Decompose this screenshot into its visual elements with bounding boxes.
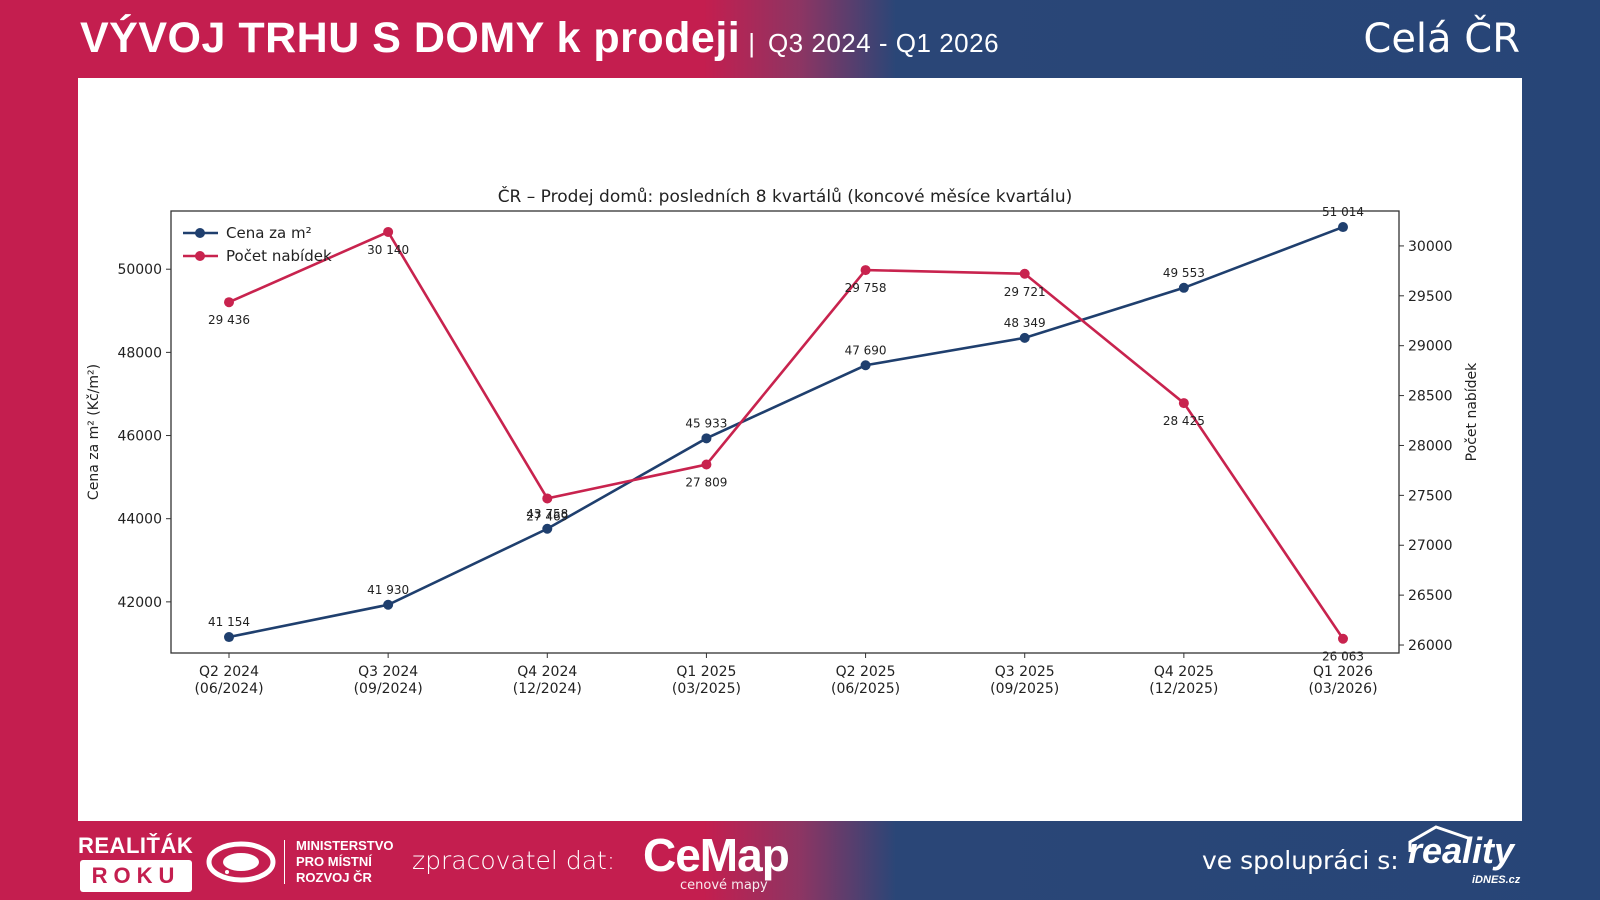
legend-count-marker bbox=[195, 251, 205, 261]
x-tick-label: Q4 2024 bbox=[517, 664, 577, 680]
count-series-point bbox=[542, 493, 553, 504]
y-right-tick-label: 28500 bbox=[1408, 389, 1453, 405]
title-text: VÝVOJ TRHU S DOMY k prodeji bbox=[80, 14, 741, 62]
count-data-label: 28 425 bbox=[1163, 414, 1205, 428]
ministry-line1: MINISTERSTVO bbox=[296, 838, 394, 853]
price-series-point bbox=[1178, 282, 1189, 293]
count-data-label: 29 436 bbox=[208, 313, 250, 327]
award-logo-line2: ROKU bbox=[80, 860, 192, 892]
y-right-tick-label: 26500 bbox=[1408, 588, 1453, 604]
y-left-tick-label: 50000 bbox=[117, 262, 162, 278]
title-separator: | bbox=[748, 28, 756, 58]
price-data-label: 41 154 bbox=[208, 615, 250, 629]
y-right-tick-label: 27000 bbox=[1408, 538, 1453, 554]
reality-logo: reality bbox=[1408, 830, 1515, 871]
x-tick-sublabel: (09/2024) bbox=[354, 681, 423, 697]
x-tick-sublabel: (06/2025) bbox=[831, 681, 900, 697]
count-series-point bbox=[383, 226, 394, 237]
count-series-point bbox=[224, 297, 234, 308]
x-tick-label: Q2 2024 bbox=[199, 664, 259, 680]
y-right-tick-label: 29500 bbox=[1408, 289, 1453, 305]
award-logo-line1: REALIŤÁK bbox=[78, 833, 194, 858]
ministry-name: MINISTERSTVO PRO MÍSTNÍ ROZVOJ ČR bbox=[296, 838, 394, 886]
x-tick-label: Q1 2025 bbox=[676, 664, 736, 680]
y-left-tick-label: 46000 bbox=[117, 429, 162, 445]
y-right-tick-label: 29000 bbox=[1408, 339, 1453, 355]
partner-label: ve spolupráci s: bbox=[1202, 846, 1399, 875]
price-series-point bbox=[224, 632, 234, 643]
count-data-label: 29 758 bbox=[845, 281, 887, 295]
x-tick-label: Q1 2026 bbox=[1313, 664, 1373, 680]
chart-title: ČR – Prodej domů: posledních 8 kvartálů … bbox=[498, 185, 1073, 207]
count-series-point bbox=[860, 265, 871, 276]
x-tick-sublabel: (09/2025) bbox=[990, 681, 1059, 697]
title-period: Q3 2024 - Q1 2026 bbox=[767, 28, 1000, 58]
x-tick-sublabel: (12/2025) bbox=[1149, 681, 1218, 697]
footer: REALIŤÁK ROKU MINISTERSTVO PRO MÍSTNÍ RO… bbox=[0, 822, 1600, 900]
count-series-point bbox=[1178, 398, 1189, 409]
x-tick-sublabel: (03/2025) bbox=[672, 681, 741, 697]
legend-price-marker bbox=[195, 228, 205, 238]
price-series-point bbox=[383, 599, 394, 610]
y-left-axis-label: Cena za m² (Kč/m²) bbox=[86, 364, 102, 500]
price-series-line bbox=[228, 225, 1344, 639]
price-data-label: 41 930 bbox=[367, 583, 409, 597]
count-data-label: 26 063 bbox=[1322, 650, 1364, 664]
price-series-point bbox=[542, 523, 553, 534]
price-series-point bbox=[1019, 332, 1030, 343]
x-tick-label: Q2 2025 bbox=[836, 664, 896, 680]
ministry-logo-icon bbox=[206, 841, 276, 883]
y-left-tick-label: 48000 bbox=[117, 345, 162, 361]
count-data-label: 30 140 bbox=[367, 243, 409, 257]
count-series-line bbox=[228, 230, 1345, 640]
y-right-tick-label: 27500 bbox=[1408, 488, 1453, 504]
y-right-tick-label: 30000 bbox=[1408, 239, 1453, 255]
price-data-label: 51 014 bbox=[1322, 205, 1364, 219]
y-left-tick-label: 42000 bbox=[117, 595, 162, 611]
price-data-label: 47 690 bbox=[845, 343, 887, 357]
count-series-point bbox=[1338, 633, 1348, 644]
price-series-point bbox=[1338, 222, 1348, 233]
legend-count-label: Počet nabídek bbox=[226, 247, 332, 265]
count-data-label: 27 809 bbox=[685, 476, 727, 490]
x-tick-sublabel: (03/2026) bbox=[1308, 681, 1377, 697]
region-label: Celá ČR bbox=[1363, 16, 1520, 62]
price-data-label: 45 933 bbox=[685, 416, 727, 430]
reality-logo-sub: iDNES.cz bbox=[1472, 874, 1521, 886]
page-title: VÝVOJ TRHU S DOMY k prodeji | Q3 2024 - Q… bbox=[80, 14, 999, 63]
price-data-label: 43 758 bbox=[526, 507, 568, 521]
price-series-point bbox=[701, 433, 712, 444]
cemap-logo: CeMap bbox=[643, 829, 790, 881]
ministry-line3: ROZVOJ ČR bbox=[296, 870, 372, 885]
x-tick-label: Q3 2025 bbox=[995, 664, 1055, 680]
x-tick-label: Q3 2024 bbox=[358, 664, 418, 680]
chart-panel: ČR – Prodej domů: posledních 8 kvartálů … bbox=[78, 78, 1522, 821]
count-data-label: 27 469 bbox=[526, 509, 568, 523]
count-data-label: 29 721 bbox=[1004, 285, 1046, 299]
price-data-label: 49 553 bbox=[1163, 266, 1205, 280]
price-series-point bbox=[860, 360, 871, 371]
cemap-tagline: cenové mapy bbox=[680, 878, 768, 893]
price-data-label: 48 349 bbox=[1004, 316, 1046, 330]
count-series-point bbox=[1019, 268, 1030, 279]
y-right-tick-label: 28000 bbox=[1408, 438, 1453, 454]
y-right-axis-label: Počet nabídek bbox=[1464, 362, 1480, 461]
ministry-line2: PRO MÍSTNÍ bbox=[296, 854, 372, 869]
plot-frame bbox=[170, 210, 1400, 654]
chart-svg: ČR – Prodej domů: posledních 8 kvartálů … bbox=[86, 185, 1480, 697]
ministry-divider bbox=[284, 840, 285, 884]
house-icon bbox=[1408, 825, 1469, 852]
x-tick-sublabel: (06/2024) bbox=[194, 681, 263, 697]
x-tick-sublabel: (12/2024) bbox=[513, 681, 582, 697]
processor-label: zpracovatel dat: bbox=[412, 846, 616, 875]
count-series-point bbox=[701, 459, 712, 470]
x-tick-label: Q4 2025 bbox=[1154, 664, 1214, 680]
y-left-tick-label: 44000 bbox=[117, 512, 162, 528]
y-right-tick-label: 26000 bbox=[1408, 638, 1453, 654]
legend-price-label: Cena za m² bbox=[226, 224, 312, 242]
